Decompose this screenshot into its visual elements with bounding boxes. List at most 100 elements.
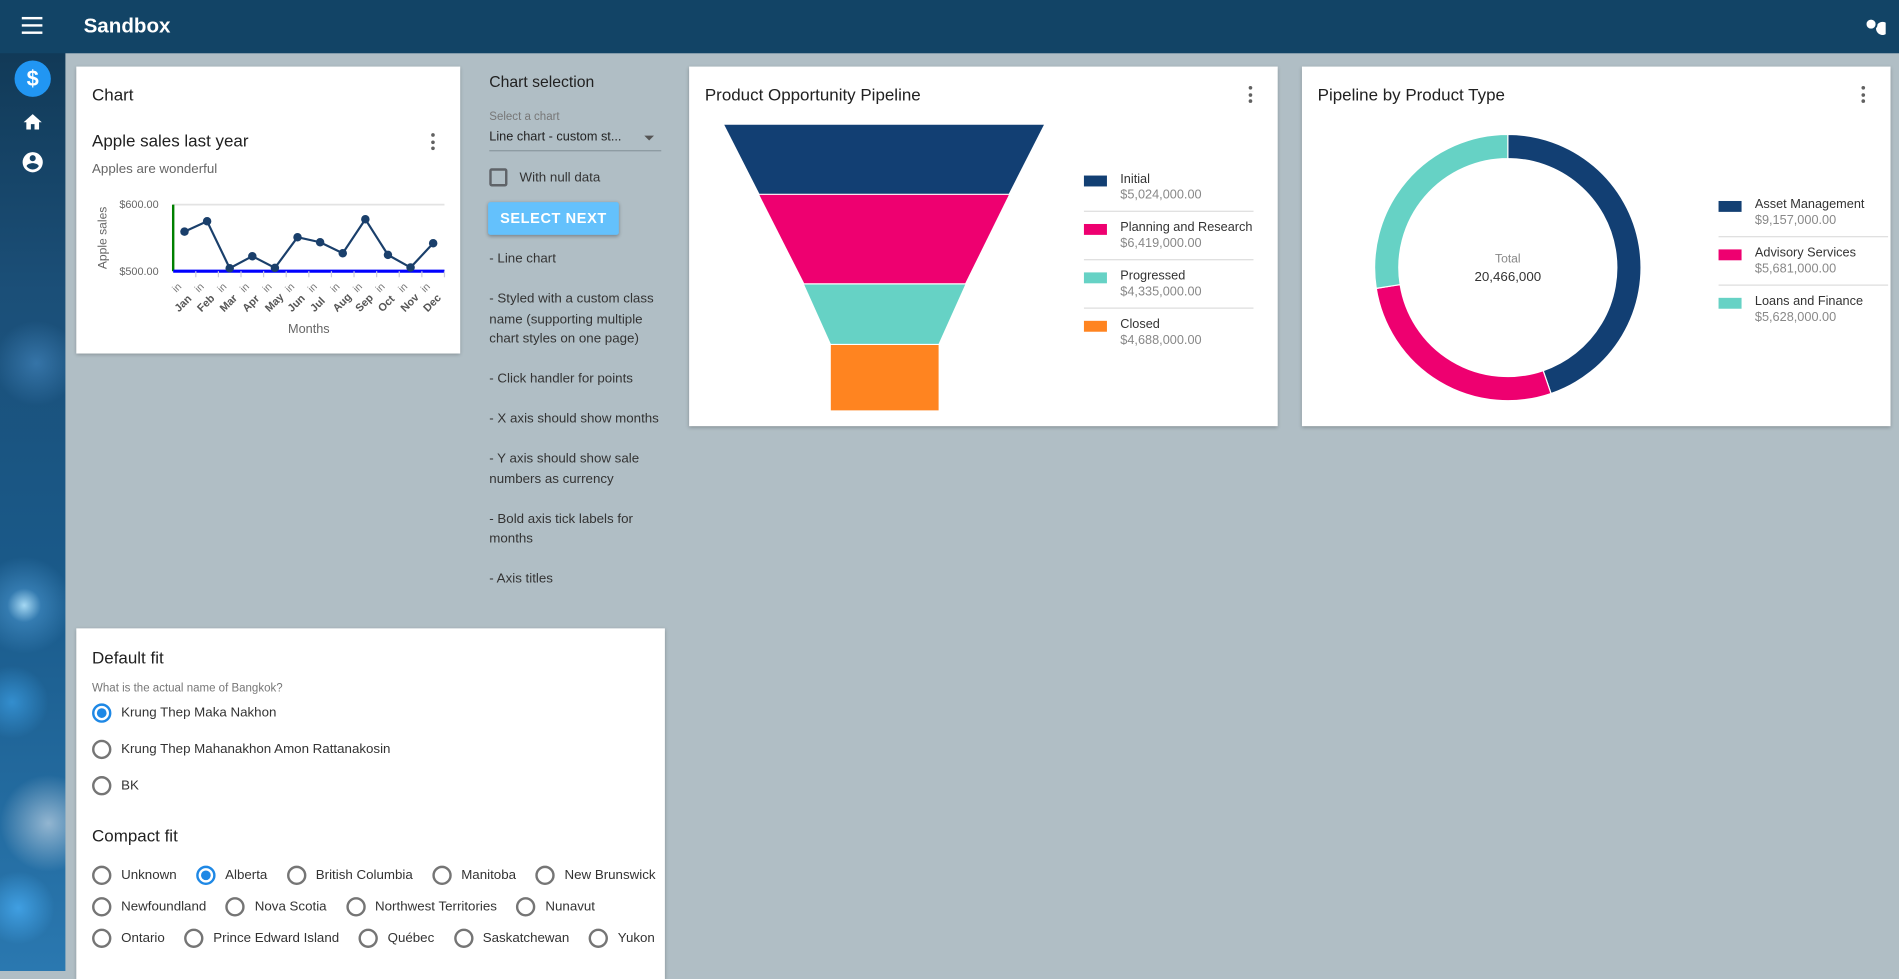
radio-option[interactable]: New Brunswick [535,865,656,886]
data-point[interactable] [315,237,325,247]
y-axis-title: Apple sales [96,207,110,270]
feature-notes: - Line chart - Styled with a custom class… [489,249,665,609]
radio-circle[interactable] [92,865,112,886]
app-title: Sandbox [83,14,171,38]
radio-circle[interactable] [92,776,112,796]
radio-label: Prince Edward Island [213,931,340,946]
radio-circle[interactable] [92,739,112,760]
radio-option[interactable]: Unknown [92,865,177,886]
radio-option[interactable]: Ontario [92,928,165,948]
sidebar-item-account[interactable] [21,150,45,174]
funnel-segment[interactable] [804,284,966,344]
radio-circle[interactable] [453,928,474,948]
funnel-menu-button[interactable] [1247,85,1252,103]
chart-title: Apple sales last year [92,130,249,151]
radio-circle[interactable] [535,865,555,886]
chart-menu-button[interactable] [430,133,435,151]
radio-option[interactable]: British Columbia [286,865,413,886]
radio-option[interactable]: Saskatchewan [453,928,570,948]
radio-option[interactable]: Nova Scotia [225,897,327,917]
donut-menu-button[interactable] [1860,85,1865,103]
null-data-checkbox[interactable]: With null data [489,168,600,187]
checkbox-box[interactable] [489,168,508,187]
funnel-segment[interactable] [759,194,1009,284]
radio-label: Nunavut [545,899,596,915]
radio-circle[interactable] [196,865,216,886]
radio-option[interactable]: BK [92,776,139,796]
data-point[interactable] [270,263,280,273]
data-point[interactable] [406,263,415,272]
funnel-chart [724,124,1044,411]
legend-value: $5,024,000.00 [1120,187,1202,203]
radio-option[interactable]: Alberta [196,865,267,886]
radio-circle[interactable] [225,897,246,917]
radio-option[interactable]: Prince Edward Island [184,928,340,948]
menu-button[interactable] [21,16,43,34]
data-point[interactable] [225,263,234,273]
x-tick-prefix: in [261,281,275,295]
app-header: Sandbox [0,0,1899,54]
radio-option[interactable]: Yukon [588,928,655,948]
radio-circle[interactable] [184,928,204,948]
radio-option[interactable]: Northwest Territories [345,897,497,917]
legend-name: Planning and Research [1120,220,1253,235]
radio-option[interactable]: Nunavut [516,897,596,917]
chart-card: Chart Apple sales last year Apples are w… [76,66,461,354]
chart-select[interactable]: Line chart - custom st... [489,130,662,152]
radio-label: BK [121,778,139,794]
feature-note: - Axis titles [489,571,553,586]
feature-note: - Y axis should show sale numbers as cur… [489,451,640,487]
radio-option[interactable]: Newfoundland [92,897,207,917]
select-next-button[interactable]: SELECT NEXT [488,202,619,235]
data-point[interactable] [202,217,212,226]
radio-circle[interactable] [432,865,452,886]
account-circle-icon [22,152,43,173]
radio-option[interactable]: Krung Thep Maka Nakhon [92,703,276,723]
x-tick-prefix: in [284,281,298,295]
funnel-segment[interactable] [724,124,1044,194]
x-tick-prefix: in [238,281,252,295]
funnel-segment[interactable] [830,345,939,411]
x-tick-month: Aug [331,291,354,314]
radio-label: Krung Thep Mahanakhon Amon Rattanakosin [121,742,391,757]
x-tick-prefix: in [352,281,366,295]
radio-circle[interactable] [345,897,366,917]
data-point[interactable] [428,238,438,248]
legend-name: Progressed [1120,268,1186,284]
data-point[interactable] [361,215,370,224]
radio-label: Saskatchewan [482,931,570,946]
radio-label: Newfoundland [121,899,207,915]
donut-segment[interactable] [1375,283,1552,402]
data-point[interactable] [293,232,302,242]
donut-chart [1374,133,1642,402]
search-icon[interactable] [1861,15,1886,39]
x-tick-month: Jul [308,295,328,315]
radio-option[interactable]: Québec [358,928,434,948]
sidebar-item-dollar[interactable]: $ [14,60,51,97]
radio-label: Unknown [121,868,177,883]
radio-circle[interactable] [588,928,609,948]
radio-circle[interactable] [286,865,307,886]
radio-option[interactable]: Manitoba [432,865,516,886]
data-point[interactable] [338,248,347,258]
radio-option[interactable]: Krung Thep Mahanakhon Amon Rattanakosin [92,739,391,760]
legend-swatch [1718,249,1742,261]
legend-name: Loans and Finance [1754,294,1864,309]
radio-circle[interactable] [358,928,378,948]
x-tick-prefix: in [329,281,343,295]
radio-circle[interactable] [92,897,112,917]
data-point[interactable] [248,251,257,261]
default-fit-title: Default fit [92,647,164,668]
radio-circle[interactable] [92,928,112,948]
legend-swatch [1083,175,1107,187]
radio-circle[interactable] [92,703,112,723]
radio-circle[interactable] [516,897,536,917]
sidebar-item-home[interactable] [21,111,45,133]
x-tick-prefix: in [306,281,320,295]
data-point[interactable] [180,227,189,236]
donut-segment[interactable] [1374,133,1509,290]
legend-swatch [1718,297,1742,309]
legend-name: Initial [1120,171,1150,187]
data-point[interactable] [383,250,393,260]
